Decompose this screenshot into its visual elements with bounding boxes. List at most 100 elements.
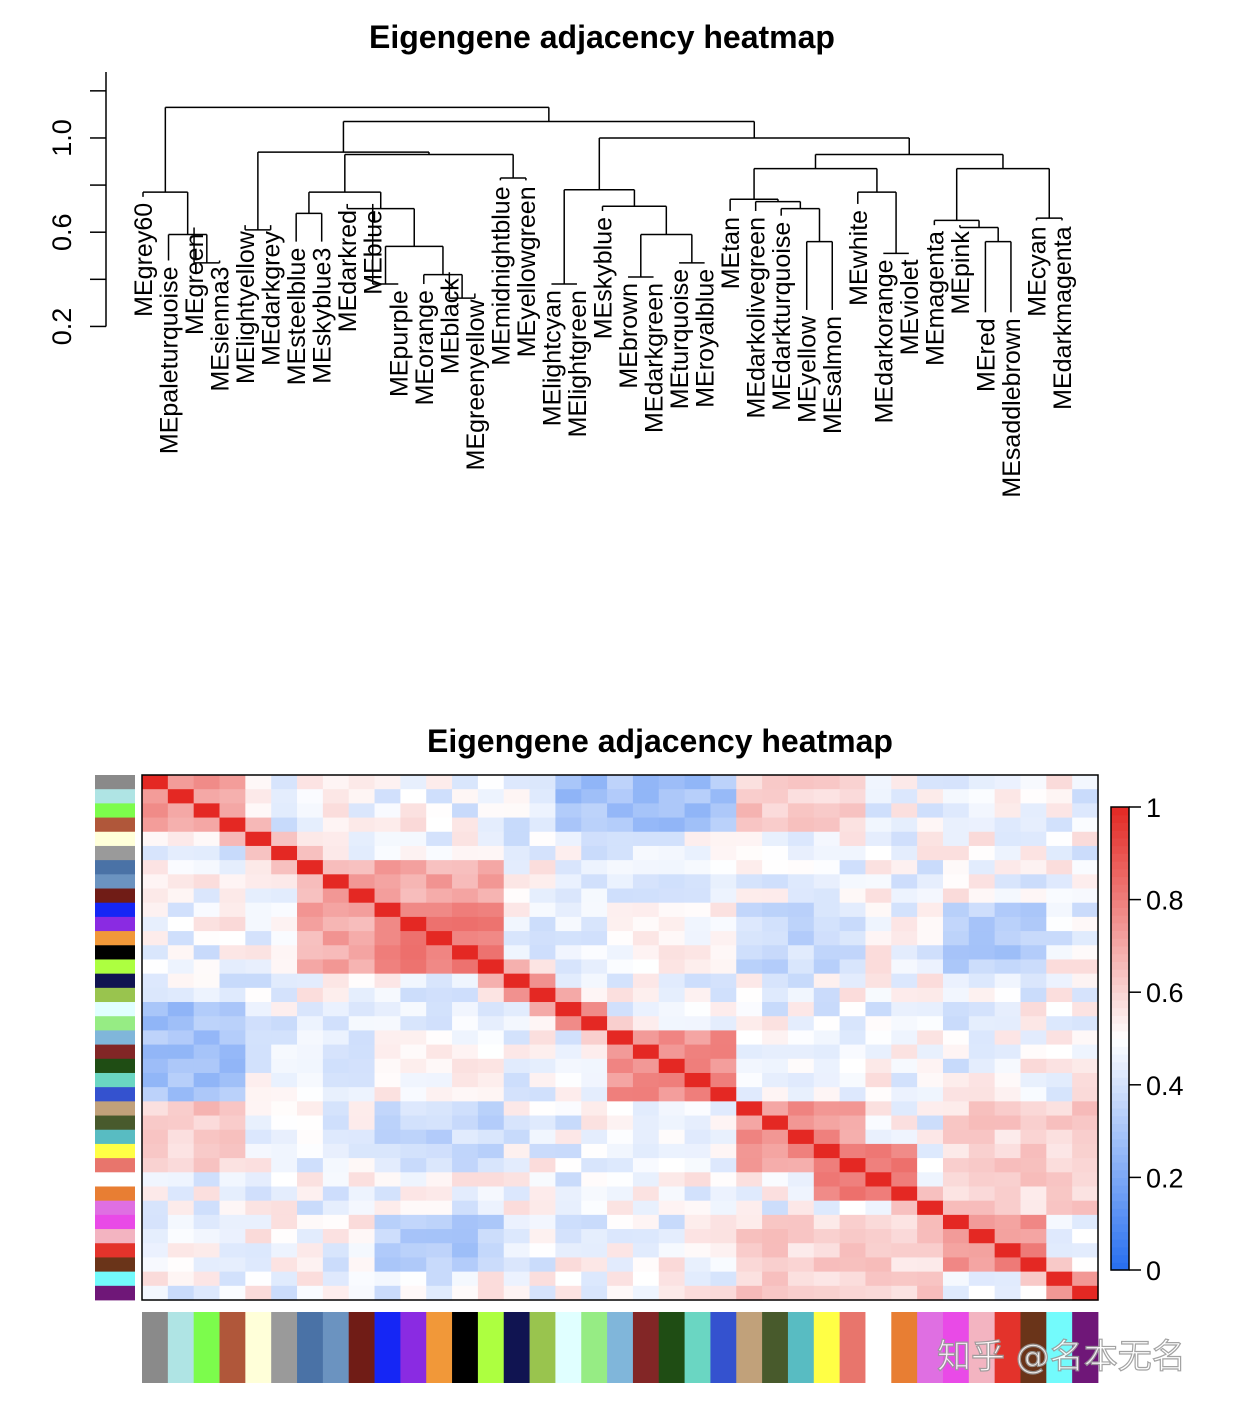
heatmap-cell [477,1129,505,1145]
heatmap-cell [142,1101,169,1117]
dendrogram-leaf-label: MEmagenta [921,231,949,366]
heatmap-cell [865,902,892,918]
heatmap-cell [400,817,427,833]
heatmap-cell [813,1285,841,1301]
heatmap-cell [219,973,246,989]
heatmap-cell [400,1172,427,1188]
heatmap-cell [142,1172,169,1188]
heatmap-cell [1072,1172,1099,1188]
heatmap-cell [193,1072,221,1088]
heatmap-cell [167,1243,195,1259]
heatmap-cell [322,1072,350,1088]
heatmap-cell [322,789,350,804]
dendrogram-leaf-label: MEdarkorange [870,259,898,423]
heatmap-cell [426,916,453,932]
heatmap-cell [426,1186,453,1202]
row-module-color [95,1200,135,1216]
heatmap-cell [245,945,272,961]
heatmap-cell [762,902,789,918]
heatmap-cell [529,1058,557,1074]
heatmap-cell [632,1030,660,1046]
colorbar-segment [1111,1061,1129,1070]
heatmap-cell [813,1030,841,1046]
heatmap-cell [322,1172,350,1188]
heatmap-cell [865,775,892,790]
dendrogram-leaf-label: MEsteelblue [283,248,311,386]
heatmap-cell [607,1115,634,1131]
heatmap-cell [607,1016,634,1032]
heatmap-cell [968,1271,996,1287]
heatmap-cell [762,987,789,1003]
heatmap-cell [374,931,401,946]
heatmap-cell [529,1072,557,1088]
heatmap-cell [813,831,841,847]
heatmap-cell [581,1158,608,1173]
heatmap-cell [839,1172,867,1188]
heatmap-cell [607,860,634,875]
heatmap-cell [1072,902,1099,918]
heatmap-cell [994,1243,1022,1259]
heatmap-cell [968,1243,996,1259]
heatmap-cell [529,1243,557,1259]
heatmap-cell [297,1058,324,1074]
heatmap-cell [942,902,970,918]
heatmap-cell [710,931,737,946]
heatmap-cell [658,916,686,932]
heatmap-cell [297,888,324,904]
heatmap-cell [322,831,350,847]
heatmap-cell [942,1257,970,1273]
heatmap-cell [452,1229,479,1244]
colorbar-segment [1111,1185,1129,1194]
colorbar-tick-label: 0.4 [1146,1071,1184,1101]
heatmap-cell [452,1143,479,1159]
heatmap-cell [1046,1257,1073,1273]
heatmap-cell [1072,1257,1099,1273]
heatmap-cell [1072,803,1099,819]
heatmap-cell [348,1143,376,1159]
heatmap-cell [426,831,453,847]
heatmap-cell [322,1087,350,1102]
heatmap-cell [658,803,686,819]
heatmap-cell [581,1143,608,1159]
heatmap-cell [271,945,298,961]
heatmap-cell [632,1087,660,1102]
heatmap-cell [400,1030,427,1046]
heatmap-cell [271,831,298,847]
heatmap-cell [1072,1214,1099,1230]
heatmap-cell [1072,931,1099,946]
heatmap-cell [762,817,789,833]
heatmap-cell [1072,1115,1099,1131]
heatmap-cell [632,1243,660,1259]
heatmap-cell [1020,803,1047,819]
heatmap-cell [452,959,479,975]
heatmap-cell [994,1058,1022,1074]
heatmap-cell [632,1143,660,1159]
heatmap-cell [245,987,272,1003]
heatmap-cell [968,902,996,918]
heatmap-cell [271,803,298,819]
heatmap-cell [607,1285,634,1301]
heatmap-cell [142,916,169,932]
heatmap-cell [968,1143,996,1159]
heatmap-cell [787,888,815,904]
heatmap-cell [994,860,1022,875]
heatmap-cell [219,1200,246,1216]
heatmap-cell [968,1186,996,1202]
dendrogram-leaf-label: MEdarkgrey [258,231,286,366]
row-module-color [95,845,135,861]
heatmap-cell [917,1101,944,1117]
heatmap-cell [142,1285,169,1301]
heatmap-cell [555,1058,582,1074]
row-module-color [95,959,135,975]
heatmap-cell [477,959,505,975]
heatmap-cell [452,1044,479,1060]
colorbar-segment [1111,1246,1129,1256]
heatmap-cell [762,973,789,989]
heatmap-cell [891,1285,918,1301]
heatmap-cell [1072,775,1099,790]
heatmap-cell [529,1271,557,1287]
heatmap-cell [813,817,841,833]
heatmap-cell [607,1030,634,1046]
heatmap-cell [167,1143,195,1159]
heatmap-cell [1046,1158,1073,1173]
